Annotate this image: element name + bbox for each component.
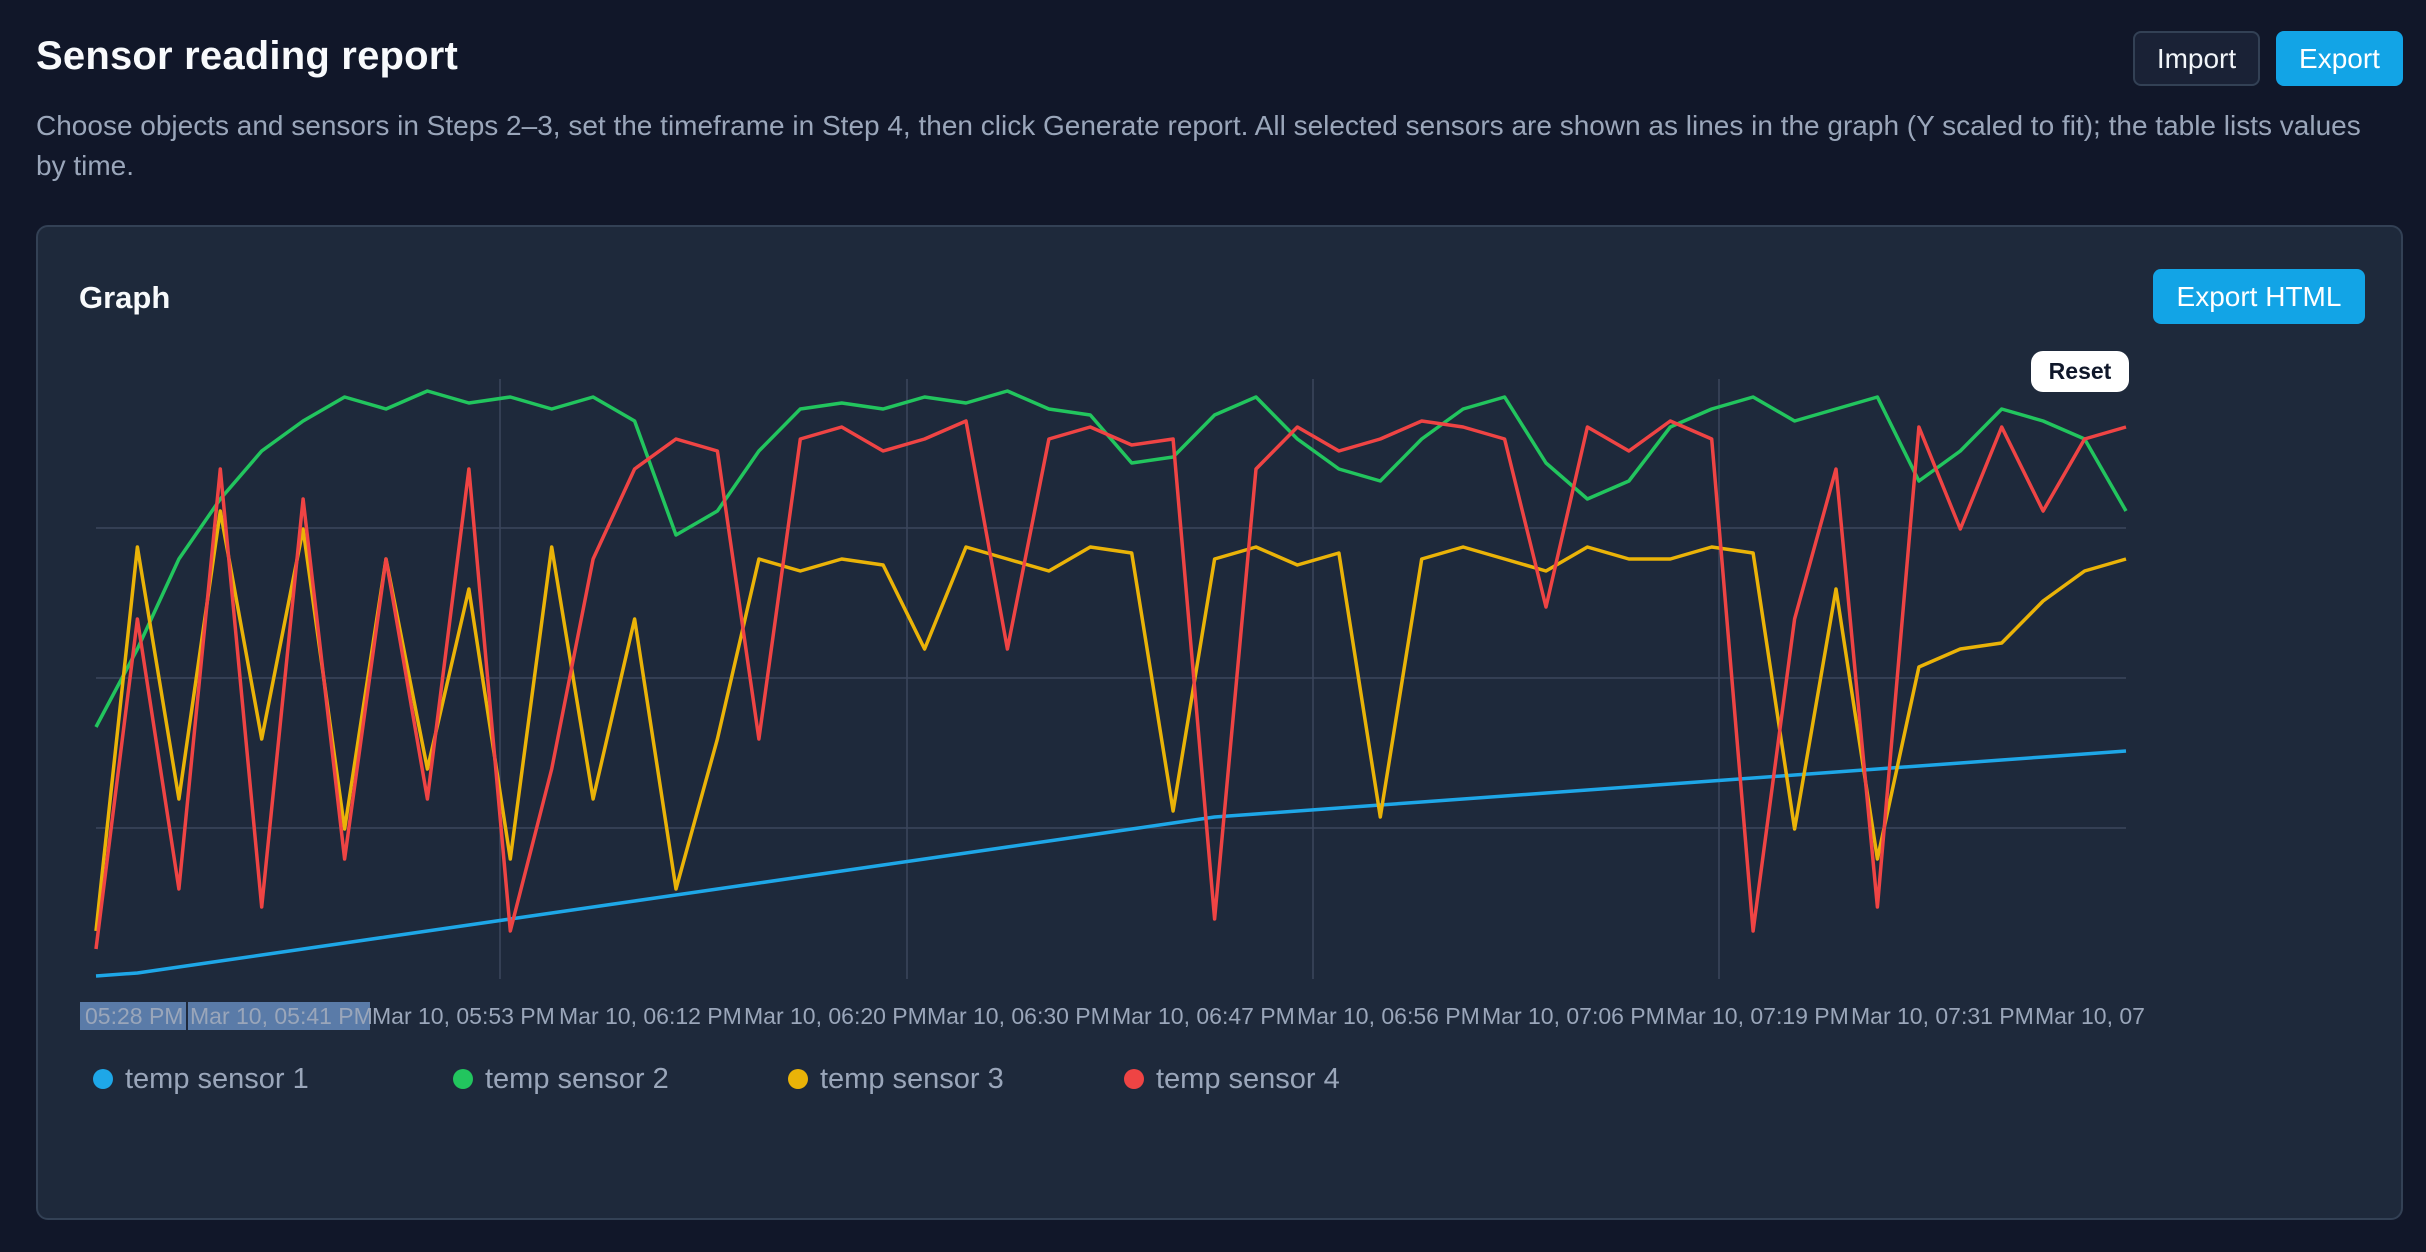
legend-label: temp sensor 3 xyxy=(820,1062,1004,1095)
legend-swatch xyxy=(453,1069,473,1089)
x-tick-label: Mar 10, 05:53 PM xyxy=(372,1003,555,1029)
tick-label-highlight xyxy=(80,1002,186,1030)
graph-panel: Graph Export HTML 05:28 PM Mar 10, 05:41 … xyxy=(36,225,2403,1220)
x-tick-label: Mar 10, 07 xyxy=(2035,1003,2145,1029)
legend-label: temp sensor 1 xyxy=(125,1062,309,1095)
legend-item[interactable]: temp sensor 3 xyxy=(788,1059,1004,1099)
x-tick-label: Mar 10, 06:30 PM xyxy=(927,1003,1110,1029)
page-description: Choose objects and sensors in Steps 2–3,… xyxy=(36,110,2361,181)
legend-swatch xyxy=(788,1069,808,1089)
export-html-button[interactable]: Export HTML xyxy=(2153,269,2365,324)
legend-swatch xyxy=(93,1069,113,1089)
legend-label: temp sensor 4 xyxy=(1156,1062,1340,1095)
legend-item[interactable]: temp sensor 1 xyxy=(93,1059,309,1099)
x-tick-label: Mar 10, 07:31 PM xyxy=(1851,1003,2034,1029)
legend-item[interactable]: temp sensor 4 xyxy=(1124,1059,1340,1099)
graph-panel-title: Graph xyxy=(79,280,171,315)
series-line-4 xyxy=(94,419,2127,950)
line-chart[interactable]: 05:28 PM Mar 10, 05:41 PM Mar 10, 05:53 PM… xyxy=(38,227,2405,1037)
legend-label: temp sensor 2 xyxy=(485,1062,669,1095)
x-tick-label: Mar 10, 07:06 PM xyxy=(1482,1003,1665,1029)
import-button[interactable]: Import xyxy=(2133,31,2260,86)
x-tick-label: Mar 10, 06:12 PM xyxy=(559,1003,742,1029)
x-tick-label: Mar 10, 06:20 PM xyxy=(744,1003,927,1029)
series-line-2 xyxy=(94,389,2128,728)
series-line-3 xyxy=(94,509,2127,932)
export-button[interactable]: Export xyxy=(2276,31,2403,86)
x-tick-label: Mar 10, 06:47 PM xyxy=(1112,1003,1295,1029)
x-tick-label: 05:28 PM xyxy=(85,1003,183,1029)
legend-item[interactable]: temp sensor 2 xyxy=(453,1059,669,1099)
series-line-1 xyxy=(95,749,2127,978)
x-tick-label: Mar 10, 07:19 PM xyxy=(1666,1003,1849,1029)
chart-legend: temp sensor 1 temp sensor 2 temp sensor 3 t… xyxy=(93,1059,1493,1099)
x-tick-label: Mar 10, 06:56 PM xyxy=(1297,1003,1480,1029)
reset-zoom-button[interactable]: Reset xyxy=(2031,351,2129,392)
x-tick-label: Mar 10, 05:41 PM xyxy=(190,1003,373,1029)
page-title: Sensor reading report xyxy=(36,34,459,78)
tick-label-highlight xyxy=(188,1002,370,1030)
legend-swatch xyxy=(1124,1069,1144,1089)
